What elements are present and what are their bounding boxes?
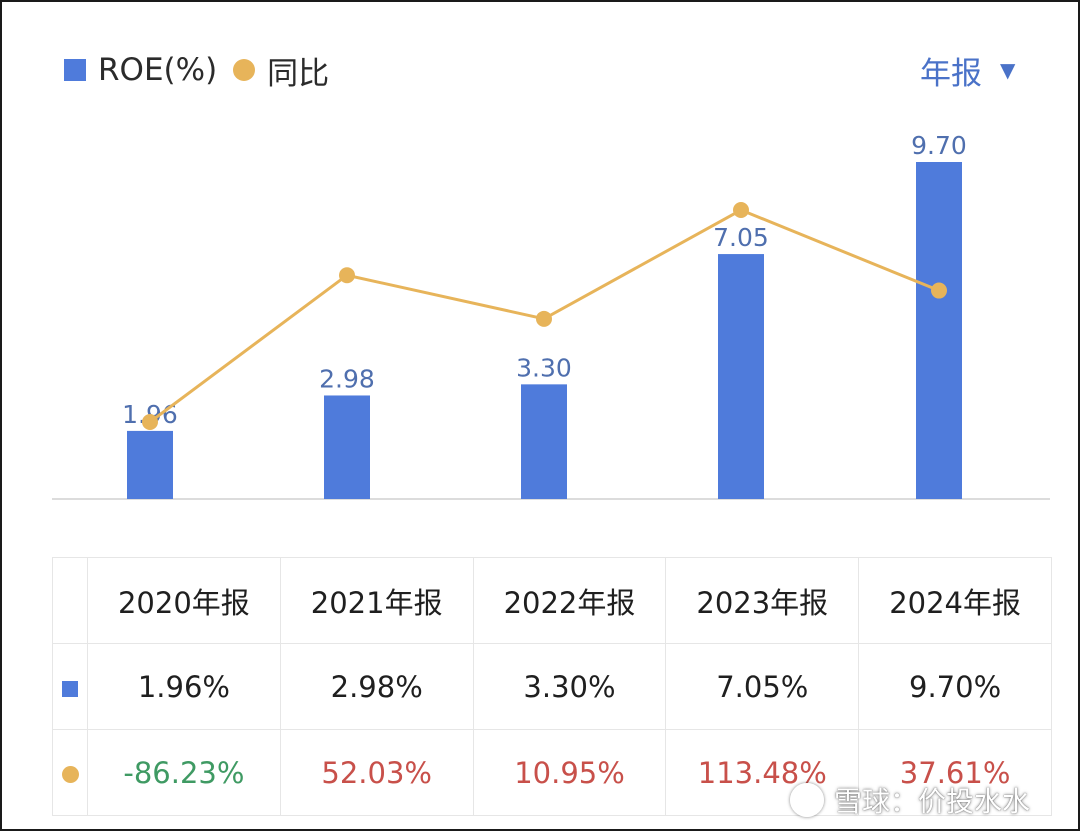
bars-group: 1.962.983.307.059.70	[122, 131, 967, 499]
bar-value-label: 9.70	[911, 131, 967, 160]
table-header-cell: 2022年报	[472, 557, 667, 644]
period-selector[interactable]: 年报 ▼	[920, 48, 1015, 92]
yoy-point	[142, 414, 158, 430]
table-header-cell: 2023年报	[665, 557, 860, 644]
table-cell: 2.98%	[279, 643, 474, 730]
table-cell: 52.03%	[279, 729, 474, 816]
roe-bar	[127, 430, 173, 499]
yoy-legend-label: 同比	[267, 55, 330, 92]
bar-value-label: 7.05	[713, 223, 769, 252]
data-table: 2020年报 2021年报 2022年报 2023年报 2024年报 1.96%…	[52, 557, 1052, 816]
dropdown-caret-icon: ▼	[1000, 58, 1016, 82]
table-row-yoy: -86.23% 52.03% 10.95% 113.48% 37.61%	[52, 729, 1052, 816]
yoy-point	[733, 202, 749, 218]
yoy-point	[931, 282, 947, 299]
table-header-cell: 2021年报	[279, 557, 474, 644]
table-cell: -86.23%	[87, 729, 281, 816]
table-row-roe: 1.96% 2.98% 3.30% 7.05% 9.70%	[52, 643, 1052, 730]
table-header-cell: 2020年报	[87, 557, 281, 644]
roe-legend-label: ROE(%)	[98, 52, 218, 88]
yoy-row-marker	[52, 729, 88, 816]
period-selector-label: 年报	[920, 55, 982, 92]
table-cell: 9.70%	[858, 643, 1052, 730]
roe-bar	[718, 254, 764, 499]
table-header-cell: 2024年报	[858, 557, 1052, 644]
watermark: 雪球：价投水水	[790, 778, 1030, 822]
roe-bar	[324, 395, 370, 499]
yoy-line-group	[142, 202, 947, 430]
roe-row-marker	[52, 643, 88, 730]
roe-legend-swatch	[64, 59, 86, 81]
chart-legend: ROE(%) 同比	[64, 48, 329, 92]
watermark-text: 雪球：价投水水	[834, 785, 1031, 818]
roe-bar	[521, 384, 567, 499]
table-cell: 113.48%	[665, 729, 860, 816]
table-cell: 37.61%	[858, 729, 1052, 816]
table-cell: 1.96%	[87, 643, 281, 730]
table-cell: 10.95%	[472, 729, 667, 816]
bar-value-label: 3.30	[516, 353, 572, 382]
roe-bar	[916, 162, 962, 499]
bar-value-label: 2.98	[319, 364, 375, 393]
table-cell: 3.30%	[472, 643, 667, 730]
yoy-point	[536, 310, 552, 327]
table-corner-cell	[52, 557, 88, 644]
roe-square-icon	[62, 680, 78, 697]
yoy-dot-icon	[61, 765, 79, 783]
snowball-logo-icon	[790, 783, 824, 817]
yoy-point	[339, 267, 355, 284]
table-header-row: 2020年报 2021年报 2022年报 2023年报 2024年报	[52, 557, 1052, 644]
yoy-legend-swatch	[233, 59, 256, 81]
table-cell: 7.05%	[665, 643, 860, 730]
roe-chart: 1.962.983.307.059.70	[52, 131, 1050, 500]
